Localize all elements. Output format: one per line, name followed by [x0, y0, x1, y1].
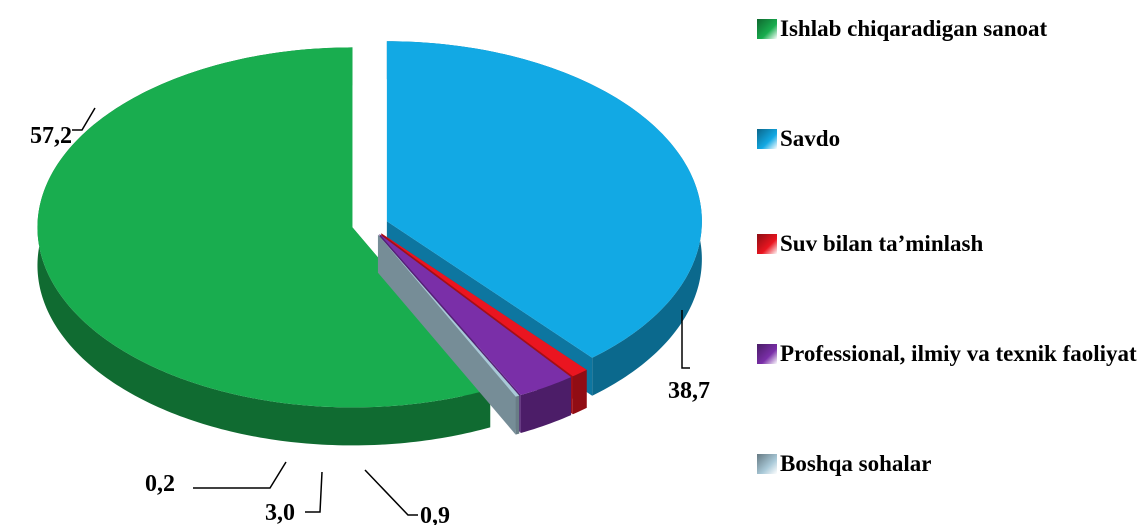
leader-line: [364, 469, 418, 516]
legend-swatch: [757, 454, 777, 474]
slice-top: [37, 47, 491, 408]
legend-item: Professional, ilmiy va texnik faoliyat: [757, 340, 1137, 368]
leader-line: [305, 471, 323, 513]
legend-item: Ishlab chiqaradigan sanoat: [757, 15, 1137, 43]
slice-top: [381, 233, 587, 377]
legend-label: Boshqa sohalar: [780, 451, 932, 476]
slice-wall: [377, 234, 516, 435]
slice-top: [377, 234, 520, 397]
legend-item: Boshqa sohalar: [757, 450, 1137, 478]
slice-top: [386, 41, 702, 358]
legend-swatch: [757, 129, 777, 149]
chart: 57,2 38,7 0,9 3,0 0,2: [30, 41, 710, 525]
slice: [377, 234, 520, 435]
legend-item: Suv bilan ta’minlash: [757, 230, 1137, 258]
leader-line: [193, 461, 287, 489]
data-label: 57,2: [30, 123, 72, 149]
legend-label: Savdo: [780, 126, 841, 151]
slice-top: [379, 234, 572, 396]
legend-item: Savdo: [757, 125, 1137, 153]
slice-side: [520, 377, 572, 434]
data-label: 0,9: [420, 503, 450, 525]
legend-label: Suv bilan ta’minlash: [780, 231, 984, 256]
legend-swatch: [757, 344, 777, 364]
slice-side: [515, 395, 520, 435]
legend-label: Ishlab chiqaradigan sanoat: [780, 16, 1048, 41]
data-label: 0,2: [145, 471, 175, 497]
data-label: 3,0: [265, 500, 295, 525]
slice-side: [572, 369, 587, 415]
data-label: 38,7: [668, 378, 710, 404]
slice-side: [37, 47, 491, 446]
legend-swatch: [757, 234, 777, 254]
legend-label: Professional, ilmiy va texnik faoliyat: [780, 341, 1137, 366]
leader-line: [72, 107, 96, 131]
legend-swatch: [757, 19, 777, 39]
leader-line: [681, 310, 690, 369]
